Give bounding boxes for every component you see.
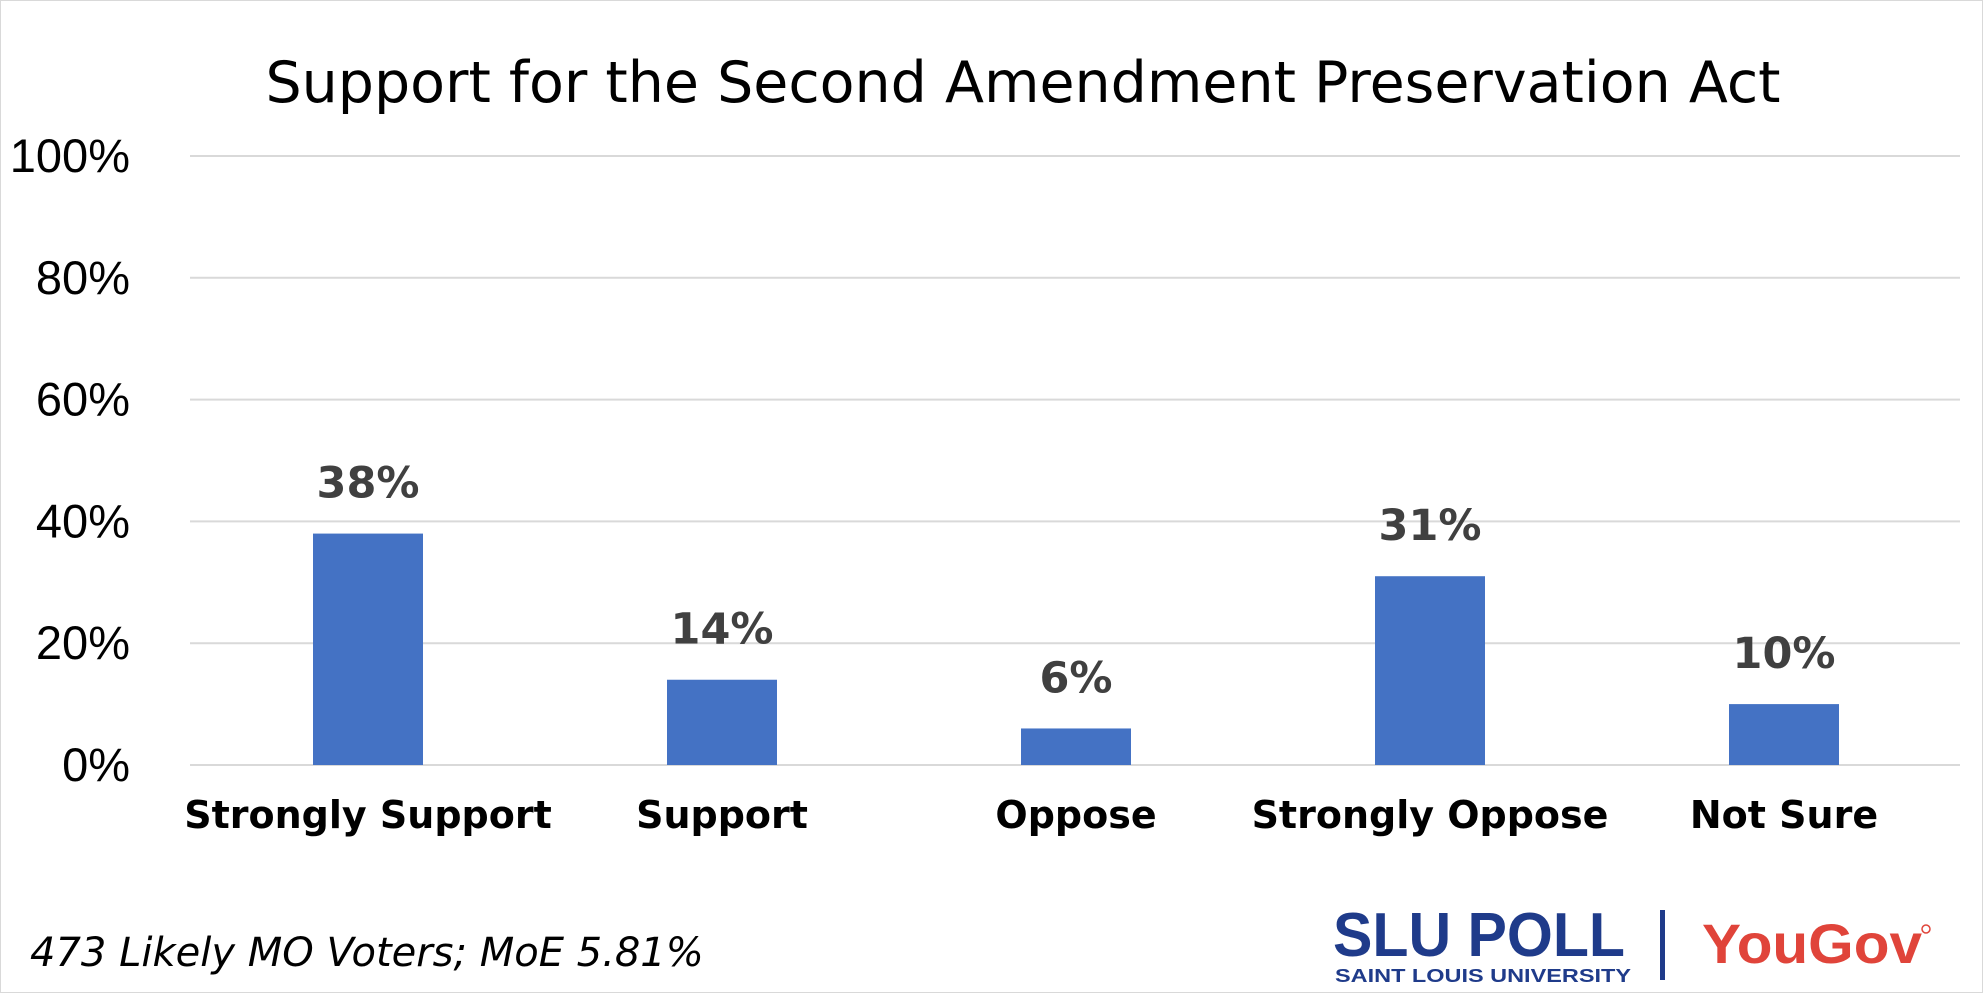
data-label: 31% [1379, 501, 1482, 551]
bar [313, 533, 423, 765]
bar [1021, 728, 1131, 765]
sample-footnote: 473 Likely MO Voters; MoE 5.81% [30, 930, 704, 976]
data-label: 38% [317, 459, 420, 509]
y-tick-label: 40% [36, 494, 130, 547]
y-axis-ticks: 0% 20% 40% 60% 80% 100% [10, 129, 130, 791]
logo-divider [1660, 910, 1665, 980]
data-label: 14% [671, 605, 774, 655]
y-tick-label: 0% [62, 738, 130, 791]
x-tick-label: Strongly Support [184, 793, 552, 837]
registered-mark-icon [1921, 924, 1931, 934]
data-label: 6% [1039, 653, 1112, 703]
y-tick-label: 100% [10, 129, 130, 182]
x-axis-ticks: Strongly Support Support Oppose Strongly Op… [184, 793, 1878, 837]
gridlines [190, 155, 1960, 766]
yougov-logo-text: YouGov [1702, 912, 1922, 975]
slu-logo-subtext: SAINT LOUIS UNIVERSITY [1335, 966, 1631, 986]
y-tick-label: 60% [36, 373, 130, 426]
bar [1729, 704, 1839, 765]
x-tick-label: Support [636, 793, 808, 837]
bars [313, 533, 1839, 765]
slu-poll-logo: SLU POLL SAINT LOUIS UNIVERSITY [1333, 901, 1631, 986]
x-tick-label: Strongly Oppose [1252, 793, 1609, 837]
bar [1375, 576, 1485, 765]
chart-title: Support for the Second Amendment Preserv… [265, 50, 1780, 116]
bar [667, 679, 777, 765]
y-tick-label: 20% [36, 616, 130, 669]
y-tick-label: 80% [36, 251, 130, 304]
x-tick-label: Not Sure [1690, 793, 1878, 837]
slu-logo-text: SLU POLL [1333, 901, 1625, 970]
x-tick-label: Oppose [995, 793, 1156, 837]
data-label: 10% [1733, 629, 1836, 679]
yougov-logo: YouGov [1702, 912, 1931, 975]
data-labels: 38% 14% 6% 31% 10% [317, 459, 1836, 704]
